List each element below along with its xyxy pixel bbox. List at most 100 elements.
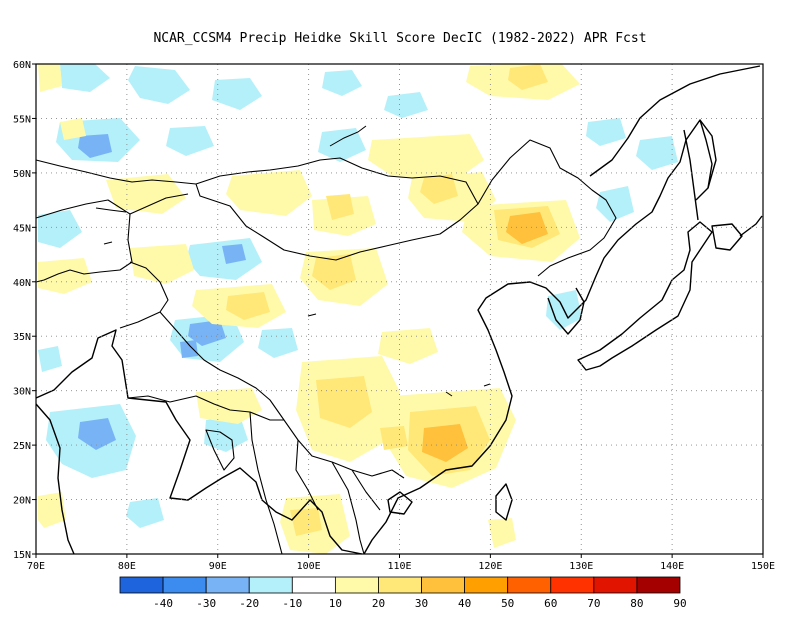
border-mongolia	[195, 157, 479, 261]
y-tick-label: 40N	[13, 278, 31, 289]
y-tick-label: 55N	[13, 114, 31, 125]
shade-patch	[368, 134, 484, 180]
shade-patch	[258, 328, 298, 358]
y-tick-label: 15N	[13, 550, 31, 561]
x-tick-label: 100E	[297, 561, 321, 572]
coastline-hainan	[387, 491, 413, 515]
shade-patch	[38, 64, 62, 92]
shade-patch	[38, 210, 82, 248]
x-tick-label: 140E	[660, 561, 684, 572]
border-china-south	[127, 395, 405, 479]
shade-patch	[422, 424, 468, 462]
border-myanmar	[249, 411, 283, 555]
x-tick-label: 90E	[209, 561, 227, 572]
y-tick-label: 30N	[13, 387, 31, 398]
shade-patch	[186, 238, 262, 280]
coastline-india-west	[35, 403, 75, 555]
colorbar-label: 80	[630, 597, 643, 610]
shade-patch	[180, 340, 198, 358]
coastline-sakhalin	[683, 129, 699, 221]
y-tick-label: 45N	[13, 223, 31, 234]
lake-issyk-kul	[103, 241, 113, 245]
gridline-layer	[36, 64, 763, 554]
shade-patch	[322, 70, 362, 96]
lake-qinghai	[307, 313, 317, 317]
shade-patch	[38, 492, 66, 528]
colorbar: -40 -30 -20 -10 10 20 30 40 50 60 70 80 90	[119, 576, 687, 610]
colorbar-swatch	[636, 576, 681, 594]
colorbar-swatch	[119, 576, 164, 594]
skill-shading-layer	[38, 64, 678, 554]
coastline-japan	[577, 221, 713, 371]
lake-balkhash	[95, 207, 127, 213]
x-tick-label: 130E	[569, 561, 593, 572]
colorbar-label: 40	[458, 597, 471, 610]
y-tick-label: 25N	[13, 441, 31, 452]
shade-patch	[318, 128, 366, 162]
x-tick-label: 110E	[387, 561, 411, 572]
border-india-nepal	[159, 311, 285, 421]
coastline-hokkaido	[711, 223, 743, 251]
shade-patch	[204, 416, 248, 452]
shade-patch	[38, 258, 92, 294]
colorbar-swatch	[162, 576, 207, 594]
coastline-layer	[35, 65, 763, 555]
shade-patch	[106, 174, 186, 214]
coastline-taiwan	[495, 483, 513, 521]
colorbar-swatch	[291, 576, 336, 594]
colorbar-swatch	[507, 576, 552, 594]
colorbar-label: 50	[501, 597, 514, 610]
y-tick-layer: 15N 20N 25N 30N 35N 40N 45N 50N 55N 60N	[13, 60, 36, 561]
coastline-asia-mainland	[35, 119, 713, 555]
border-china-west	[35, 193, 189, 329]
colorbar-swatch	[378, 576, 422, 594]
coastline-kurils	[739, 215, 763, 237]
shade-patch	[378, 328, 438, 364]
colorbar-swatch	[421, 576, 466, 594]
shade-patch	[212, 78, 262, 110]
colorbar-label: 60	[544, 597, 557, 610]
shade-patch	[60, 118, 86, 140]
coastline-north	[589, 65, 761, 177]
shade-patch	[326, 194, 354, 220]
colorbar-label: 20	[372, 597, 385, 610]
colorbar-swatch	[464, 576, 509, 594]
lake-layer	[95, 125, 491, 397]
colorbar-label: -20	[239, 597, 259, 610]
lake-baikal	[329, 125, 367, 147]
colorbar-label: 30	[415, 597, 428, 610]
colorbar-label: -10	[282, 597, 302, 610]
shade-patch	[312, 254, 356, 290]
coastline-korea	[547, 287, 585, 335]
border-layer	[35, 139, 617, 555]
y-tick-label: 60N	[13, 60, 31, 71]
shade-patch	[508, 64, 548, 90]
shade-patch	[636, 136, 678, 170]
shade-patch	[226, 170, 312, 216]
colorbar-swatch	[248, 576, 293, 594]
border-russia	[35, 159, 197, 185]
colorbar-swatch	[593, 576, 638, 594]
shade-patch	[506, 212, 548, 244]
shade-patch	[128, 66, 190, 104]
shade-patch	[196, 388, 262, 424]
shade-patch	[222, 244, 246, 264]
colorbar-swatch	[334, 576, 379, 594]
border-kazakh	[35, 199, 131, 219]
colorbar-label: -40	[153, 597, 173, 610]
shade-patch	[78, 418, 116, 450]
shade-patch	[488, 518, 516, 548]
y-tick-label: 35N	[13, 332, 31, 343]
colorbar-label: 10	[329, 597, 342, 610]
map-title: NCAR_CCSM4 Precip Heidke Skill Score Dec…	[153, 31, 646, 46]
shade-patch	[126, 498, 164, 528]
colorbar-swatch	[205, 576, 250, 594]
shade-patch	[380, 426, 408, 450]
shade-patch	[78, 134, 112, 158]
coastline-kamchatka	[695, 119, 717, 201]
shade-patch	[130, 244, 194, 284]
colorbar-swatch	[550, 576, 595, 594]
lake-taihu	[483, 383, 491, 387]
shade-patch	[586, 118, 626, 146]
